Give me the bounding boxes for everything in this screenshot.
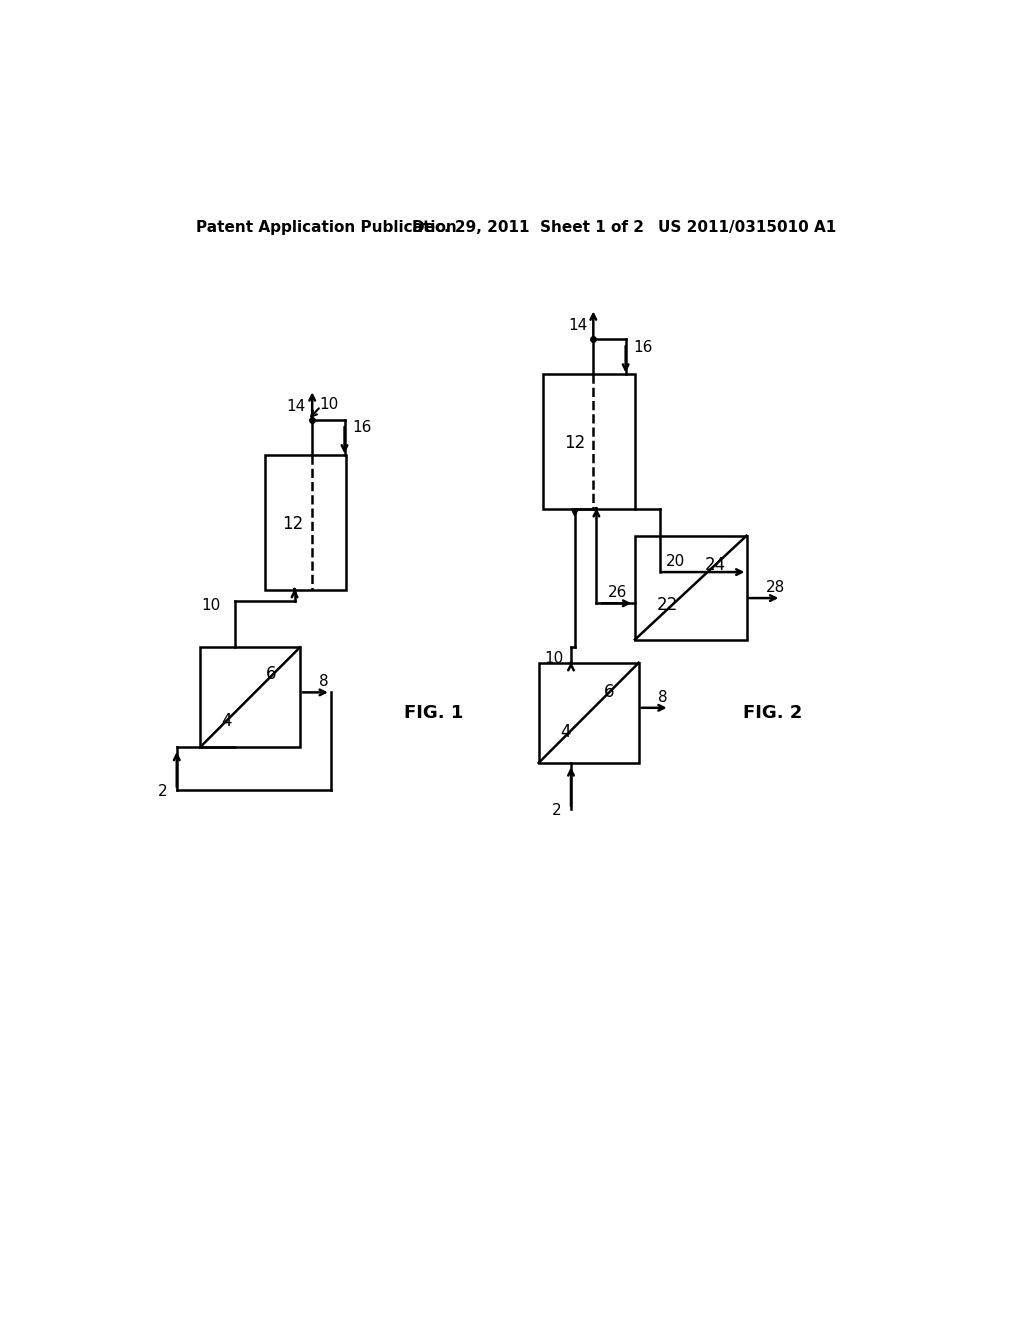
Text: 20: 20 [666,554,685,569]
Text: 16: 16 [352,420,372,436]
Text: US 2011/0315010 A1: US 2011/0315010 A1 [658,220,837,235]
Text: 12: 12 [564,434,586,453]
Text: 24: 24 [706,556,726,574]
Text: 6: 6 [604,682,614,701]
Text: 2: 2 [552,803,562,818]
Bar [635,536,746,640]
Text: Patent Application Publication: Patent Application Publication [196,220,457,235]
Text: 4: 4 [221,711,232,730]
Text: 12: 12 [282,515,303,533]
Bar [539,663,639,763]
Text: 8: 8 [658,689,668,705]
Text: 26: 26 [608,585,628,601]
Text: 14: 14 [568,318,587,333]
Text: 6: 6 [265,665,275,684]
Bar [200,647,300,747]
Bar [543,374,635,508]
Text: 28: 28 [766,579,785,595]
Text: Dec. 29, 2011  Sheet 1 of 2: Dec. 29, 2011 Sheet 1 of 2 [412,220,644,235]
Text: 22: 22 [656,597,678,614]
Text: 2: 2 [158,784,168,799]
Text: 10: 10 [319,397,339,412]
Text: 4: 4 [560,723,570,741]
Text: 16: 16 [634,339,652,355]
Bar [265,455,346,590]
Text: 10: 10 [544,651,563,667]
Text: 10: 10 [202,598,220,612]
Text: FIG. 2: FIG. 2 [742,704,802,722]
Text: FIG. 1: FIG. 1 [403,704,463,722]
Text: 8: 8 [319,675,329,689]
Text: 14: 14 [287,399,306,414]
